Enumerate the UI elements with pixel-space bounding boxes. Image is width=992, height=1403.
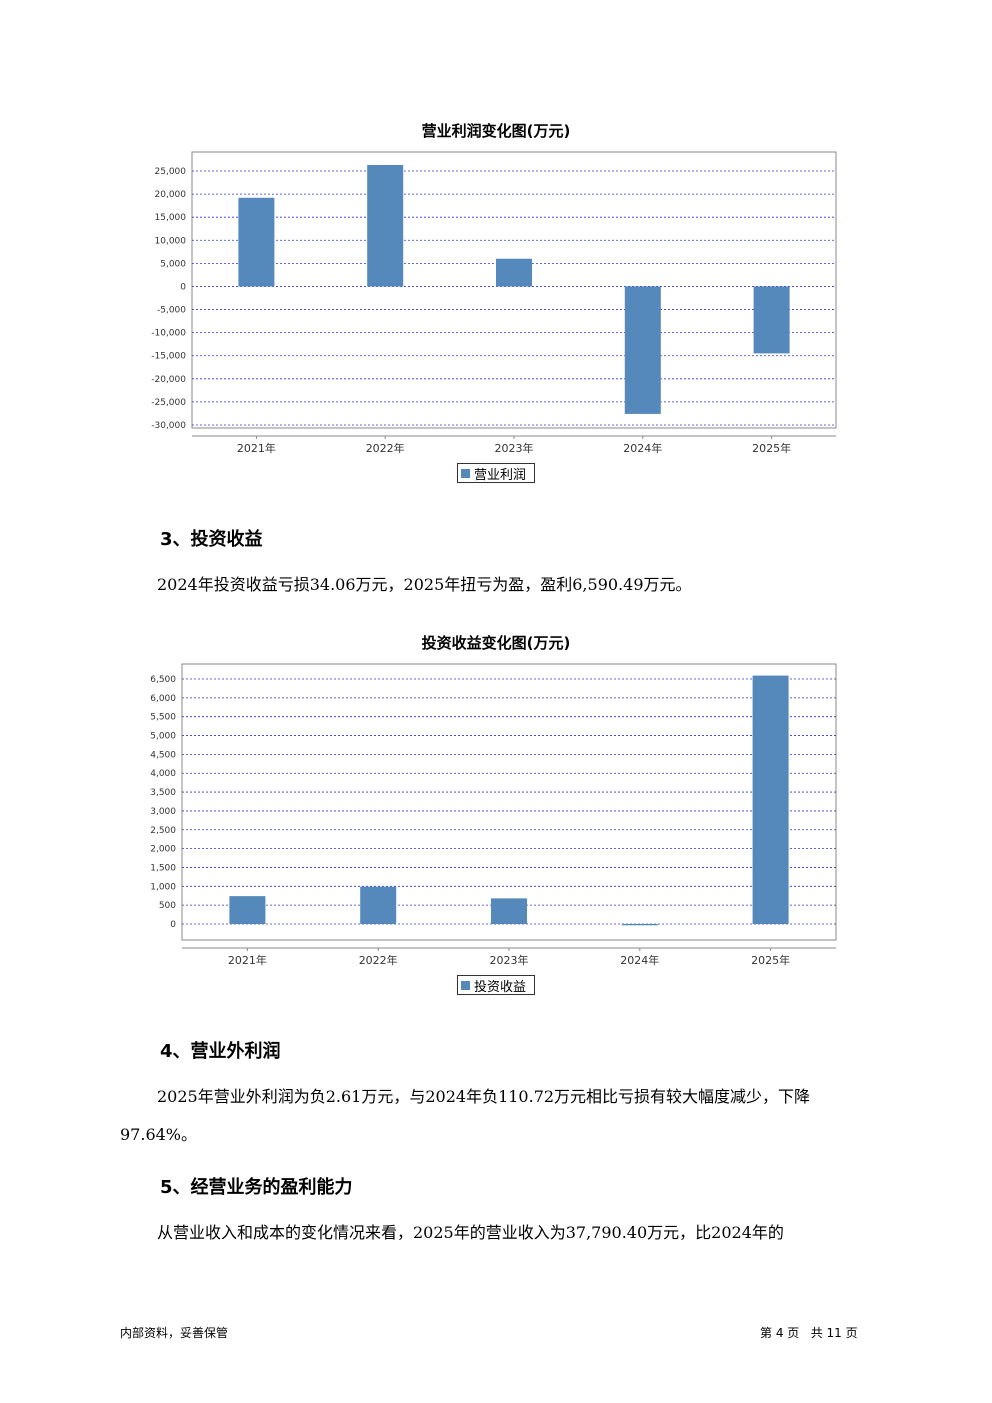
- y-tick-label: 4,000: [150, 769, 176, 779]
- bar-2025年: [752, 675, 789, 924]
- section3-heading: 3、投资收益: [160, 529, 263, 550]
- y-tick-label: 5,000: [160, 259, 186, 269]
- operating-profit-chart: 25,000 20,000 15,000 10,000 5,000 0 -5,000 -10,…: [151, 151, 837, 455]
- footer-confidential: 内部资料，妥善保管: [120, 1326, 229, 1340]
- chart2-legend: 投资收益: [457, 975, 535, 995]
- chart1-title: 营业利润变化图(万元): [421, 122, 571, 140]
- y-tick-label: 5,000: [150, 732, 176, 742]
- x-tick-label: 2022年: [366, 441, 405, 455]
- y-tick-label: 1,500: [150, 863, 176, 873]
- y-tick-label: 20,000: [155, 190, 187, 200]
- y-tick-label: 4,500: [150, 750, 176, 760]
- x-tick-label: 2025年: [751, 953, 790, 967]
- y-tick-label: 3,000: [150, 807, 176, 817]
- bar-2022年: [360, 886, 397, 924]
- y-tick-label: 3,500: [150, 788, 176, 798]
- x-tick-label: 2024年: [620, 953, 659, 967]
- y-tick-label: 15,000: [155, 213, 187, 223]
- y-tick-label: -30,000: [151, 421, 186, 431]
- x-tick-label: 2023年: [490, 953, 529, 967]
- y-tick-label: -10,000: [151, 329, 186, 339]
- footer-page-number: 第 4 页 共 11 页: [760, 1326, 858, 1340]
- y-tick-label: -15,000: [151, 352, 186, 362]
- bar-2024年: [621, 924, 658, 926]
- y-tick-label: 0: [170, 920, 176, 930]
- y-tick-label: 1,000: [150, 882, 176, 892]
- y-tick-label: -25,000: [151, 398, 186, 408]
- y-tick-label: 6,500: [150, 675, 176, 685]
- chart2-legend-label: 投资收益: [474, 979, 527, 995]
- x-tick-label: 2023年: [495, 441, 534, 455]
- x-tick-label: 2024年: [623, 441, 662, 455]
- x-tick-label: 2021年: [237, 441, 276, 455]
- bar-2025年: [753, 286, 790, 354]
- bar-2023年: [491, 898, 527, 924]
- legend-swatch-icon: [461, 980, 470, 990]
- chart1-legend-label: 营业利润: [474, 467, 527, 483]
- x-tick-label: 2021年: [228, 953, 267, 967]
- y-tick-label: 2,000: [150, 845, 176, 855]
- bar-2023年: [496, 258, 532, 287]
- y-tick-label: -20,000: [151, 375, 186, 385]
- legend-swatch-icon: [461, 468, 470, 478]
- section5-paragraph: 从营业收入和成本的变化情况来看，2025年的营业收入为37,790.40万元，比…: [157, 1223, 784, 1242]
- section4-heading: 4、营业外利润: [160, 1041, 281, 1062]
- x-tick-label: 2022年: [359, 953, 398, 967]
- bar-2021年: [229, 896, 266, 924]
- y-tick-label: 0: [180, 282, 186, 292]
- chart2-title: 投资收益变化图(万元): [421, 634, 571, 652]
- bar-2022年: [367, 164, 404, 287]
- bar-2024年: [624, 286, 661, 414]
- chart1-legend: 营业利润: [457, 463, 535, 483]
- x-tick-label: 2025年: [752, 441, 791, 455]
- section4-paragraph: 2025年营业外利润为负2.61万元，与2024年负110.72万元相比亏损有较…: [120, 1087, 811, 1144]
- y-tick-label: 500: [159, 901, 176, 911]
- investment-income-chart: 6,500 6,000 5,500 5,000 4,500 4,000 3,500 3,000…: [150, 663, 837, 967]
- y-tick-label: 6,000: [150, 694, 176, 704]
- bar-2021年: [238, 197, 275, 287]
- plot-area: [191, 151, 837, 429]
- y-tick-label: -5,000: [157, 306, 186, 316]
- plot-area: [181, 663, 837, 941]
- y-tick-label: 10,000: [155, 236, 187, 246]
- y-tick-label: 5,500: [150, 713, 176, 723]
- y-tick-label: 2,500: [150, 826, 176, 836]
- section5-heading: 5、经营业务的盈利能力: [160, 1177, 353, 1198]
- section3-paragraph: 2024年投资收益亏损34.06万元，2025年扭亏为盈，盈利6,590.49万…: [157, 575, 692, 594]
- y-tick-label: 25,000: [155, 167, 187, 177]
